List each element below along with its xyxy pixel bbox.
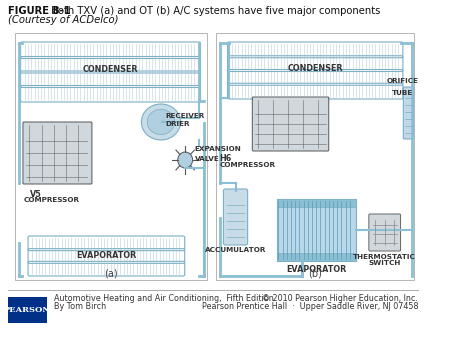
Text: DRIER: DRIER <box>166 121 190 127</box>
Text: (b): (b) <box>308 269 322 279</box>
Text: FIGURE 8-1: FIGURE 8-1 <box>8 6 71 16</box>
Text: EVAPORATOR: EVAPORATOR <box>286 265 346 274</box>
Text: THERMOSTATIC: THERMOSTATIC <box>353 254 416 260</box>
FancyBboxPatch shape <box>369 214 400 251</box>
FancyBboxPatch shape <box>223 189 248 245</box>
Text: © 2010 Pearson Higher Education, Inc.: © 2010 Pearson Higher Education, Inc. <box>262 294 418 303</box>
FancyBboxPatch shape <box>403 87 414 139</box>
Text: COMPRESSOR: COMPRESSOR <box>220 162 276 168</box>
Bar <box>216 33 414 280</box>
Text: RECEIVER: RECEIVER <box>166 113 205 119</box>
Bar <box>14 33 207 280</box>
Text: SWITCH: SWITCH <box>369 260 401 266</box>
Text: ORIFICE: ORIFICE <box>387 78 419 84</box>
Text: ACCUMULATOR: ACCUMULATOR <box>205 247 266 253</box>
FancyBboxPatch shape <box>252 97 329 151</box>
Text: EVAPORATOR: EVAPORATOR <box>76 251 136 261</box>
Text: (Courtesy of ACDelco): (Courtesy of ACDelco) <box>8 15 118 25</box>
Text: CONDENSER: CONDENSER <box>288 64 343 73</box>
Text: Pearson Prentice Hall  ·  Upper Saddle River, NJ 07458: Pearson Prentice Hall · Upper Saddle Riv… <box>202 302 418 311</box>
Text: V5: V5 <box>29 190 41 199</box>
Ellipse shape <box>141 104 180 140</box>
FancyBboxPatch shape <box>23 122 92 184</box>
Text: H6: H6 <box>220 154 232 163</box>
Text: Automotive Heating and Air Conditioning,  Fifth Edition: Automotive Heating and Air Conditioning,… <box>54 294 274 303</box>
Circle shape <box>178 152 193 168</box>
Text: PEARSON: PEARSON <box>4 306 51 314</box>
Ellipse shape <box>147 110 175 135</box>
Text: CONDENSER: CONDENSER <box>83 66 138 74</box>
Text: Both TXV (a) and OT (b) A/C systems have five major components: Both TXV (a) and OT (b) A/C systems have… <box>48 6 387 16</box>
Text: COMPRESSOR: COMPRESSOR <box>24 197 80 203</box>
Bar <box>277 199 356 261</box>
Text: VALVE: VALVE <box>194 156 219 162</box>
Text: By Tom Birch: By Tom Birch <box>54 302 106 311</box>
Text: TUBE: TUBE <box>392 90 413 96</box>
Bar <box>8 297 47 323</box>
Bar <box>277 253 356 261</box>
Bar <box>277 199 356 207</box>
Text: EXPANSION: EXPANSION <box>194 146 241 152</box>
Text: (a): (a) <box>104 269 117 279</box>
